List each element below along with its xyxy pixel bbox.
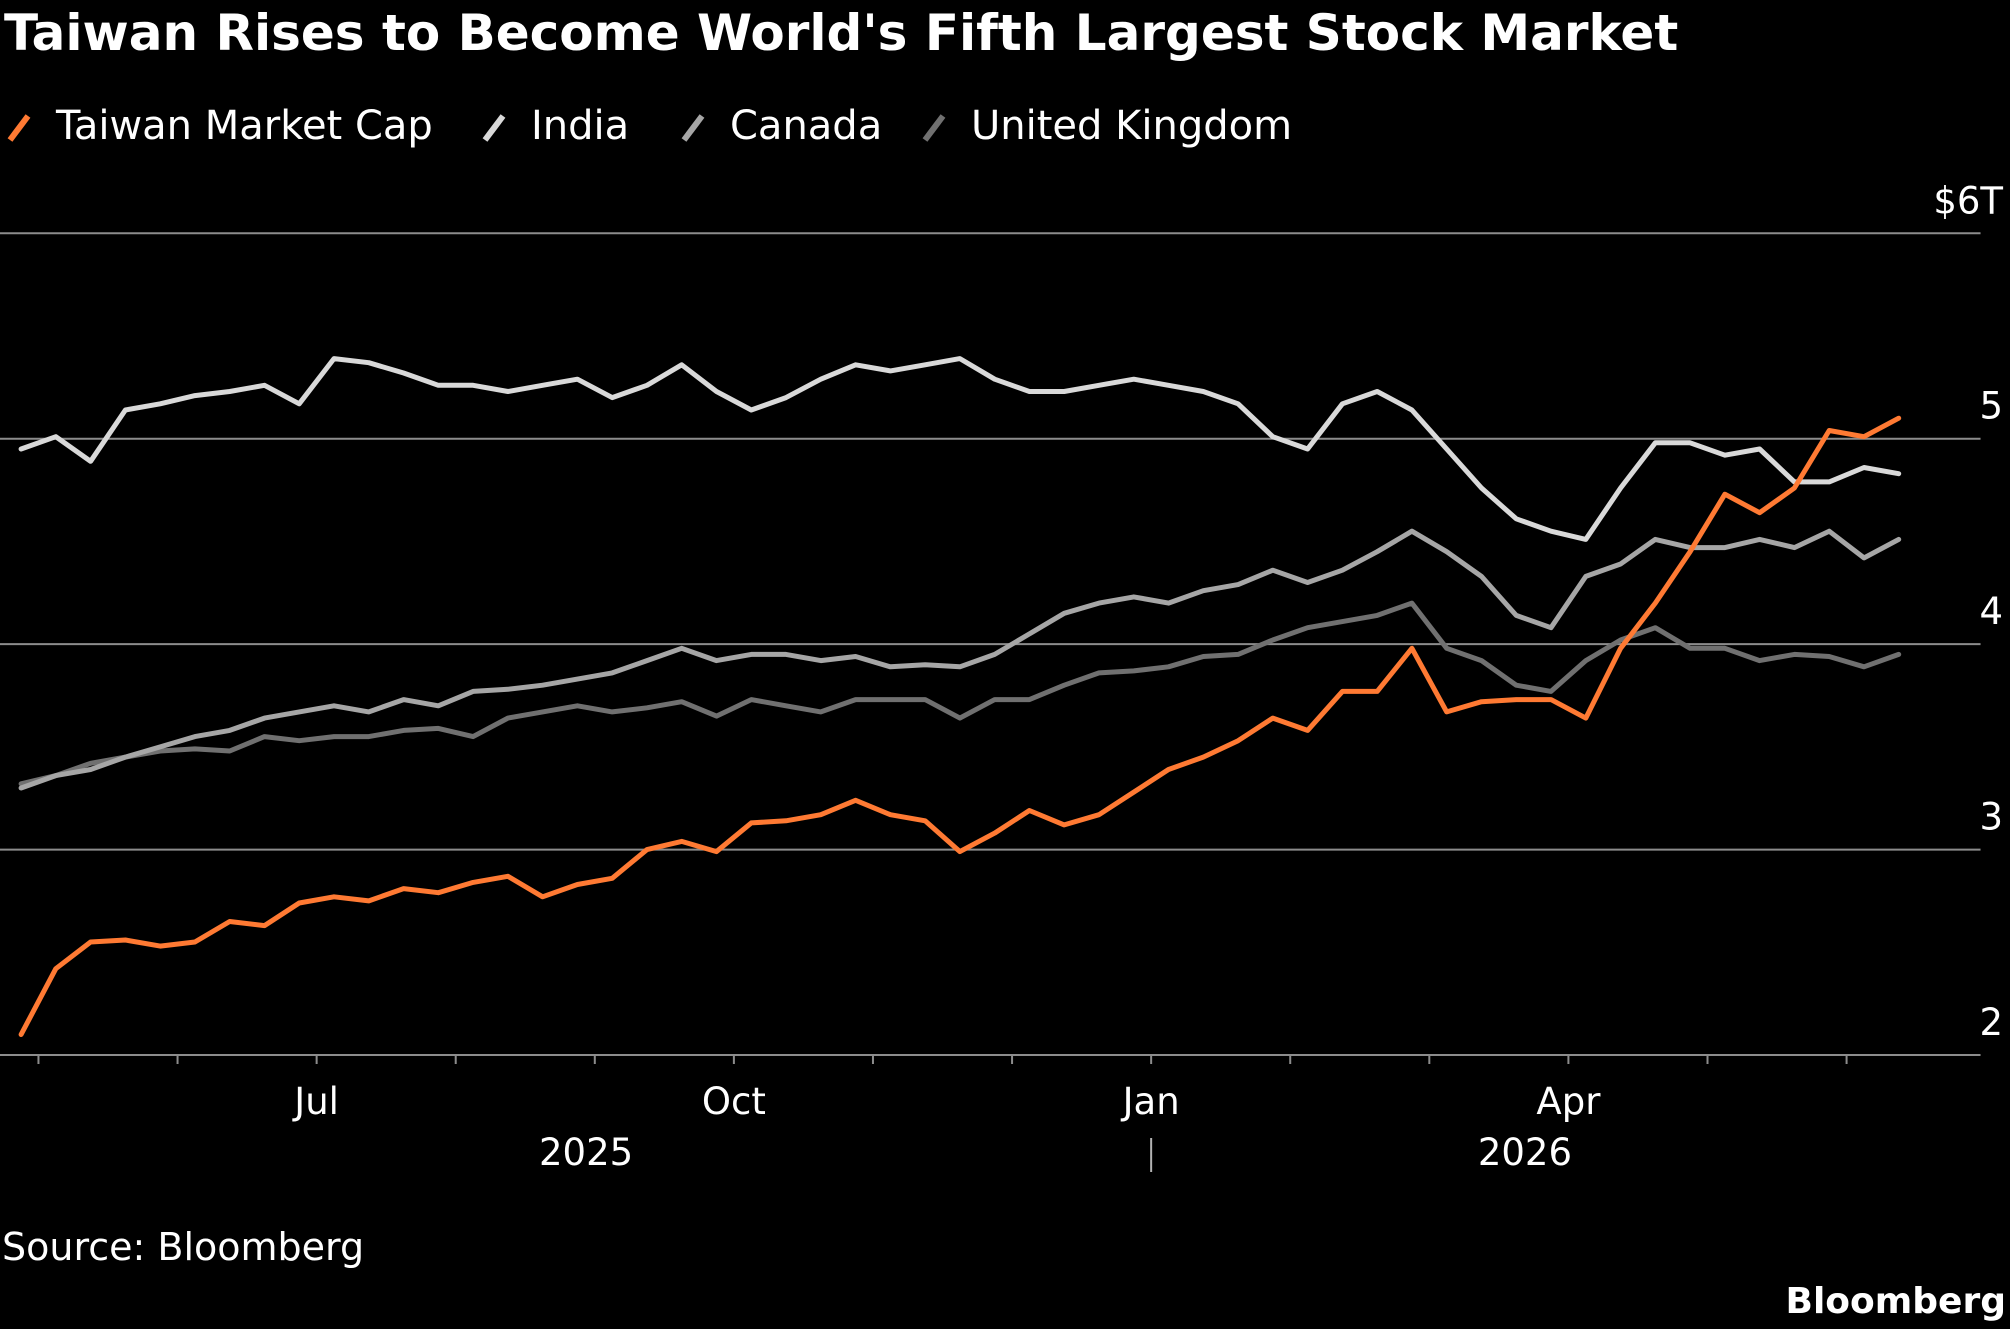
chart-title: Taiwan Rises to Become World's Fifth Lar… — [4, 4, 1678, 62]
legend-label: India — [531, 103, 629, 149]
series-line — [18, 600, 1902, 787]
legend-label: Canada — [730, 103, 882, 149]
legend-swatch — [482, 114, 506, 142]
legend-swatch — [922, 114, 946, 142]
series-line — [18, 528, 1902, 791]
series-line — [18, 415, 1902, 1037]
x-tick-label: Jul — [292, 1080, 339, 1123]
source: Source: Bloomberg — [2, 1225, 364, 1269]
y-tick-label: 3 — [1979, 796, 2003, 839]
legend-swatch — [681, 114, 705, 142]
x-tick-label: Apr — [1536, 1080, 1601, 1123]
y-tick-label: 4 — [1979, 590, 2003, 633]
y-tick-label: 2 — [1979, 1001, 2003, 1044]
legend-swatch — [7, 114, 31, 142]
year-label: 2025 — [539, 1131, 633, 1174]
series-line — [18, 356, 1902, 542]
logo: Bloomberg — [1786, 1281, 2006, 1322]
legend-label: United Kingdom — [971, 103, 1292, 149]
y-tick-label: 5 — [1979, 385, 2003, 428]
x-tick-label: Oct — [702, 1080, 766, 1123]
y-tick-label: $6T — [1933, 179, 2003, 222]
x-tick-label: Jan — [1121, 1080, 1180, 1123]
legend-label: Taiwan Market Cap — [55, 103, 433, 149]
year-label: 2026 — [1478, 1131, 1572, 1174]
